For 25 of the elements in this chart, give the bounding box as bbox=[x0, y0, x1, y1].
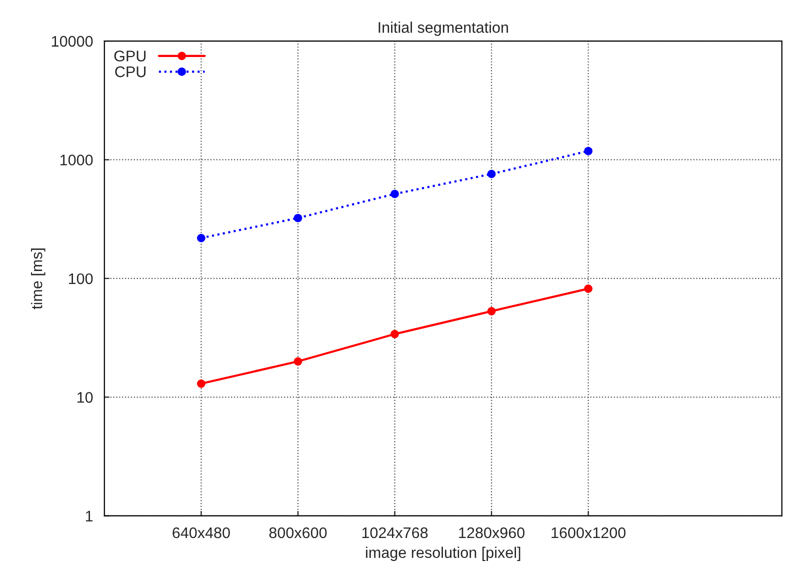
x-tick-label: 1024x768 bbox=[362, 527, 428, 538]
y-tick-label: 10 bbox=[77, 392, 93, 403]
point bbox=[294, 214, 302, 222]
x-tick-label: 1600x1200 bbox=[552, 527, 626, 538]
y-tick-label: 10000 bbox=[52, 36, 93, 47]
point bbox=[584, 284, 592, 293]
point bbox=[487, 307, 496, 316]
point bbox=[197, 234, 206, 242]
legend-label: GPU bbox=[114, 50, 146, 62]
chart-title: Initial segmentation bbox=[378, 22, 508, 36]
x-tick-label: 640x480 bbox=[172, 527, 230, 538]
point bbox=[294, 357, 302, 366]
x-tick-label: 800x600 bbox=[269, 527, 327, 538]
y-axis-title: time [ms] bbox=[31, 248, 46, 310]
y-tick-label: 100 bbox=[68, 273, 93, 284]
y-tick-label: 1000 bbox=[60, 154, 93, 166]
point bbox=[584, 146, 592, 156]
x-tick-label: 1280x960 bbox=[459, 527, 524, 538]
x-axis-title: image resolution [pixel] bbox=[366, 546, 520, 561]
point bbox=[197, 379, 206, 388]
legend-label: CPU bbox=[115, 66, 146, 78]
point bbox=[390, 190, 399, 198]
point bbox=[390, 330, 399, 338]
point bbox=[487, 170, 496, 178]
y-tick-label: 1 bbox=[86, 510, 93, 522]
